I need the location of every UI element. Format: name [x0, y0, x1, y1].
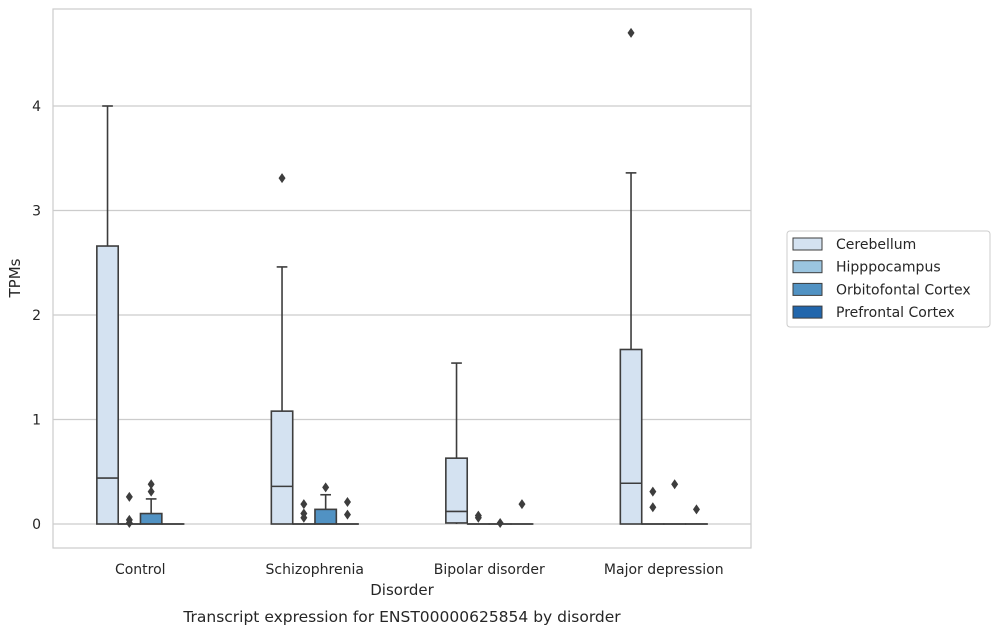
- x-tick-labels: Control Schizophrenia Bipolar disorder Majo…: [115, 562, 724, 578]
- x-tick-label: Schizophrenia: [266, 562, 364, 578]
- box-hipppocampus-2: [466, 510, 490, 525]
- outlier-point: [496, 517, 504, 528]
- legend-label: Prefrontal Cortex: [836, 305, 955, 321]
- outlier-point: [627, 27, 635, 38]
- chart-caption: Transcript expression for ENST0000062585…: [182, 608, 621, 626]
- outlier-point: [300, 512, 308, 523]
- grid-lines: [53, 105, 751, 525]
- box-orbitofontal-cortex-1: [314, 482, 338, 525]
- x-tick-label: Major depression: [604, 562, 724, 578]
- box-cerebellum-1: [270, 173, 294, 525]
- outlier-point: [692, 504, 700, 515]
- outlier-point: [474, 512, 482, 523]
- plot-area-frame: [52, 8, 752, 549]
- outlier-point: [649, 502, 657, 513]
- box-iqr: [445, 457, 469, 524]
- legend-swatch: [792, 282, 823, 296]
- box-iqr: [139, 512, 163, 525]
- outlier-point: [300, 499, 308, 510]
- x-tick-label: Bipolar disorder: [434, 562, 545, 578]
- legend-swatch: [792, 260, 823, 274]
- y-tick-label: 3: [32, 204, 41, 220]
- outlier-point: [343, 497, 351, 508]
- box-orbitofontal-cortex-0: [139, 479, 163, 525]
- box-iqr: [314, 508, 338, 525]
- box-cerebellum-0: [96, 105, 120, 525]
- box-orbitofontal-cortex-2: [488, 517, 512, 528]
- outlier-point: [343, 509, 351, 520]
- box-iqr: [96, 245, 120, 525]
- legend-swatch: [792, 237, 823, 251]
- box-prefrontal-cortex-2: [510, 499, 534, 525]
- legend-frame: [786, 230, 991, 328]
- box-layer: [96, 27, 708, 528]
- box-prefrontal-cortex-3: [684, 504, 708, 525]
- x-axis-label: Disorder: [370, 581, 434, 599]
- box-iqr: [619, 348, 643, 525]
- outlier-point: [518, 499, 526, 510]
- outlier-point: [649, 486, 657, 497]
- y-tick-label: 0: [32, 517, 41, 533]
- box-hipppocampus-3: [641, 486, 665, 525]
- box-hipppocampus-0: [117, 491, 141, 528]
- outlier-point: [322, 482, 330, 493]
- box-prefrontal-cortex-1: [335, 497, 359, 525]
- box-cerebellum-3: [619, 27, 643, 525]
- y-tick-label: 1: [32, 413, 41, 429]
- box-orbitofontal-cortex-3: [663, 479, 687, 525]
- legend: Cerebellum Hipppocampus Orbitofontal Corte…: [786, 230, 991, 328]
- legend-label: Cerebellum: [836, 237, 916, 253]
- outlier-point: [147, 486, 155, 497]
- outlier-point: [147, 479, 155, 490]
- outlier-point: [671, 479, 679, 490]
- y-tick-label: 2: [32, 308, 41, 324]
- box-cerebellum-2: [445, 362, 469, 524]
- y-tick-labels: 0 1 2 3 4: [32, 99, 41, 533]
- x-tick-label: Control: [115, 562, 166, 578]
- y-tick-label: 4: [32, 99, 41, 115]
- y-axis-label: TPMs: [6, 258, 24, 298]
- outlier-point: [278, 173, 286, 184]
- legend-swatch: [792, 305, 823, 319]
- outlier-point: [125, 517, 133, 528]
- box-hipppocampus-1: [292, 499, 316, 525]
- box-iqr: [270, 410, 294, 525]
- legend-label: Hipppocampus: [836, 260, 941, 276]
- outlier-point: [125, 491, 133, 502]
- legend-label: Orbitofontal Cortex: [836, 282, 971, 298]
